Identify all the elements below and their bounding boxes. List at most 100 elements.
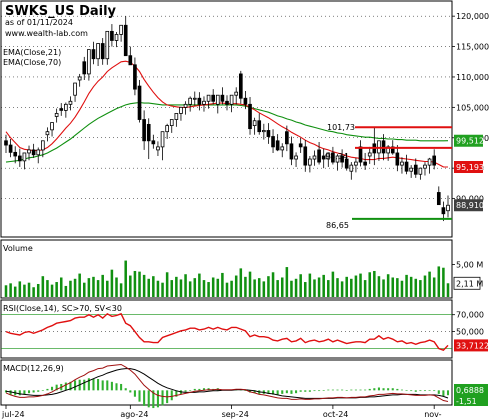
- macd-histogram-bar: [170, 390, 173, 401]
- candle-body: [91, 49, 96, 60]
- volume-bar: [18, 281, 22, 297]
- macd-histogram-bar: [423, 390, 427, 392]
- candle-body: [105, 30, 110, 60]
- volume-bar: [92, 276, 95, 297]
- volume-bar: [262, 281, 266, 297]
- candle-body: [243, 97, 248, 105]
- macd-histogram-bar: [74, 380, 77, 391]
- legend-ema70: EMA(Close,70): [3, 58, 61, 67]
- macd-histogram-bar: [51, 386, 54, 391]
- volume-bar: [32, 287, 35, 297]
- candle-body: [423, 164, 427, 169]
- macd-histogram-bar: [23, 390, 26, 395]
- volume-bar: [9, 283, 12, 297]
- candle-body: [27, 149, 31, 154]
- candle-body: [363, 161, 367, 166]
- candle-body: [77, 76, 82, 81]
- candle-body: [119, 24, 123, 35]
- x-tick-label: jul-24: [1, 410, 25, 419]
- candle-body: [41, 140, 45, 151]
- candle-body: [174, 113, 179, 120]
- volume-bar: [313, 279, 316, 297]
- candle-body: [446, 204, 450, 212]
- volume-bar: [414, 278, 418, 297]
- macd-histogram-bar: [318, 390, 321, 392]
- macd-histogram-bar: [101, 380, 104, 391]
- price-panel-frame: [0, 0, 453, 238]
- volume-bar: [50, 284, 54, 297]
- volume-bar: [248, 271, 252, 297]
- volume-bar: [36, 283, 40, 297]
- volume-bar: [285, 267, 289, 297]
- candle-body: [257, 120, 262, 133]
- candle-body: [303, 146, 308, 166]
- volume-bar: [280, 277, 284, 297]
- macd-histogram-bar: [161, 390, 164, 406]
- macd-histogram-bar: [253, 390, 256, 394]
- volume-bar: [409, 276, 413, 297]
- candle-body: [156, 146, 160, 151]
- macd-histogram-bar: [272, 390, 275, 395]
- candle-body: [197, 97, 202, 105]
- candle-body: [321, 155, 326, 160]
- volume-bar: [350, 278, 353, 297]
- rsi-tick-label: 70,000: [456, 311, 484, 320]
- volume-bar: [46, 280, 49, 297]
- candle-body: [73, 82, 77, 96]
- volume-bar: [78, 273, 81, 297]
- macd-histogram-bar: [396, 388, 399, 391]
- candle-body: [317, 149, 321, 163]
- macd-histogram-bar: [193, 388, 196, 391]
- volume-bar: [294, 278, 298, 297]
- macd-histogram-bar: [138, 390, 141, 402]
- support-label: 86,65: [326, 221, 349, 230]
- candle-body: [308, 158, 312, 166]
- macd-histogram-bar: [400, 389, 403, 391]
- macd-histogram-bar: [69, 381, 72, 391]
- candle-body: [82, 61, 87, 75]
- volume-bar: [198, 273, 201, 297]
- rsi-panel: RSI(Close,14), SC>70, SV<30 50,000 70,000…: [0, 299, 489, 359]
- price-levels: 101,73 98,34 86,65: [325, 123, 452, 230]
- candle-body: [289, 143, 294, 160]
- x-axis: jul-24 ago-24 sep-24 oct-24 nov-: [1, 405, 442, 419]
- volume-bar: [4, 285, 8, 297]
- candle-body: [441, 207, 446, 215]
- macd-histogram-bar: [304, 390, 307, 392]
- candle-body: [17, 155, 22, 162]
- level-label-2: 98,34: [325, 152, 348, 161]
- candle-body: [160, 131, 165, 148]
- macd-panel-frame: [0, 359, 453, 406]
- candle-body: [225, 100, 229, 105]
- macd-histogram-bar: [202, 388, 206, 391]
- macd-histogram-bar: [124, 388, 127, 391]
- volume-bar: [368, 272, 371, 297]
- candle-body: [188, 97, 192, 105]
- x-tick-label: oct-24: [323, 410, 349, 419]
- volume-bar: [234, 275, 238, 297]
- volume-bar: [119, 283, 123, 297]
- volume-bar: [115, 277, 118, 297]
- macd-histogram-bar: [368, 388, 371, 391]
- macd-histogram-bar: [387, 388, 390, 391]
- macd-histogram-bar: [290, 390, 293, 394]
- macd-histogram-bar: [156, 390, 159, 408]
- macd-histogram-bar: [285, 390, 288, 394]
- volume-bar: [184, 274, 187, 297]
- macd-histogram-bar: [9, 390, 12, 395]
- volume-bar: [299, 274, 302, 297]
- volume-bar: [152, 276, 155, 297]
- volume-bar: [354, 275, 358, 297]
- volume-bar: [446, 283, 450, 297]
- volume-bar: [211, 277, 215, 297]
- rsi-last-badge: 33,7122: [456, 341, 489, 350]
- macd-histogram-bar: [428, 390, 431, 391]
- macd-histogram-bar: [207, 388, 210, 391]
- watermark: www.wealth-lab.com: [5, 29, 88, 38]
- volume-bar: [359, 273, 362, 297]
- macd-histogram-bar: [308, 390, 311, 392]
- volume-bar: [101, 274, 104, 297]
- candle-body: [349, 164, 354, 172]
- macd-histogram-bar: [336, 389, 339, 391]
- candle-body: [215, 94, 220, 105]
